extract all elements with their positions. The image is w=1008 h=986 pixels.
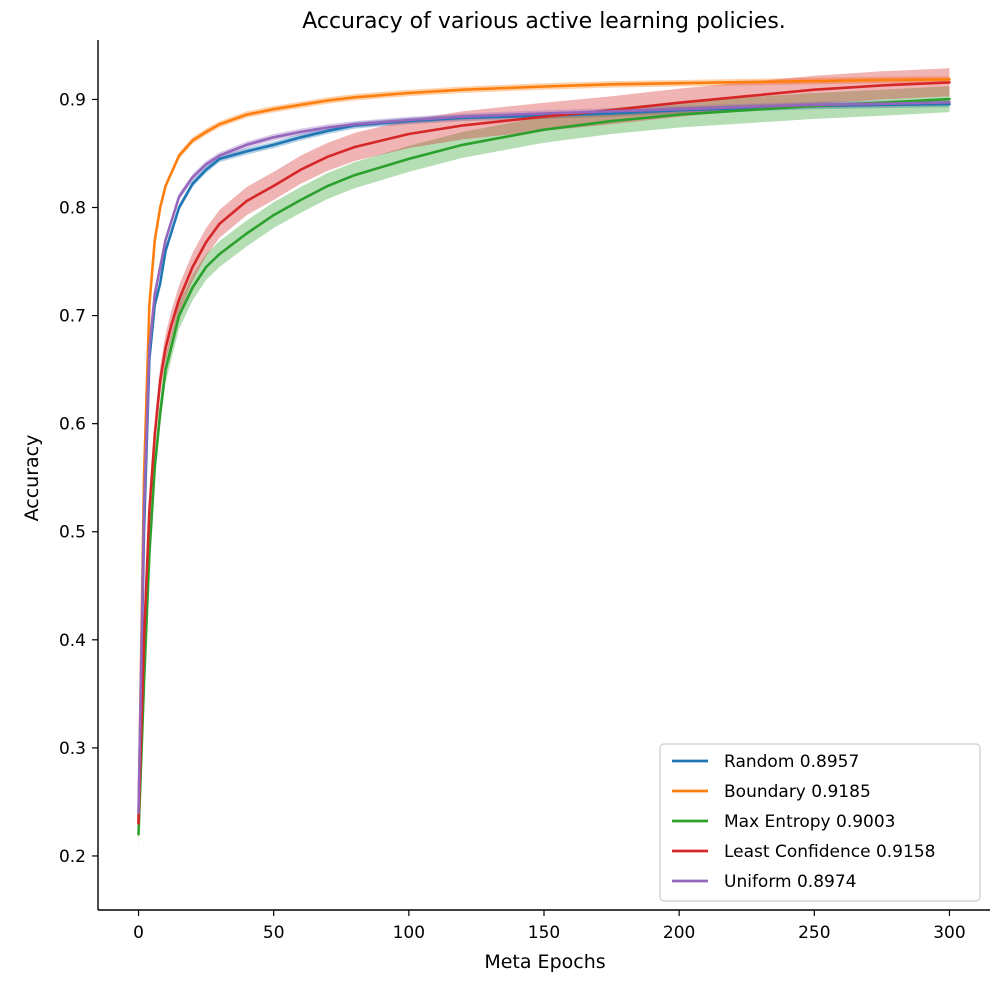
x-tick-label: 50 <box>263 923 285 943</box>
series-lines <box>137 78 951 836</box>
series-line-2 <box>137 97 951 836</box>
x-tick-label: 250 <box>798 923 830 943</box>
x-tick-label: 100 <box>393 923 425 943</box>
series-band-0 <box>138 100 950 827</box>
y-tick-label: 0.3 <box>59 739 86 759</box>
y-tick-label: 0.2 <box>59 847 86 867</box>
x-tick-label: 150 <box>528 923 560 943</box>
y-tick-label: 0.7 <box>59 307 86 327</box>
legend-entry: Random 0.8957 <box>724 752 859 772</box>
x-axis: 0 50 100 150 200 250 300 <box>98 909 990 943</box>
series-band-3 <box>138 68 950 838</box>
series-line-4 <box>137 101 951 815</box>
series-line-3 <box>137 81 951 825</box>
y-axis: 0.2 0.3 0.4 0.5 0.6 0.7 0.8 0.9 <box>59 40 99 910</box>
y-tick-label: 0.6 <box>59 415 86 435</box>
y-tick-label: 0.8 <box>59 199 86 219</box>
x-tick-label: 0 <box>133 923 144 943</box>
y-axis-label: Accuracy <box>21 435 43 522</box>
y-tick-label: 0.5 <box>59 523 86 543</box>
legend-entry: Boundary 0.9185 <box>724 782 871 802</box>
series-bands <box>138 68 950 848</box>
x-axis-label: Meta Epochs <box>484 951 605 973</box>
chart-title: Accuracy of various active learning poli… <box>302 9 786 34</box>
x-tick-label: 300 <box>933 923 965 943</box>
x-tick-label: 200 <box>663 923 695 943</box>
y-tick-label: 0.4 <box>59 631 86 651</box>
legend-entry: Uniform 0.8974 <box>724 872 856 892</box>
legend-entry: Max Entropy 0.9003 <box>724 812 896 832</box>
series-line-1 <box>137 78 951 825</box>
legend: Random 0.8957 Boundary 0.9185 Max Entropy … <box>659 743 981 902</box>
legend-entry: Least Confidence 0.9158 <box>724 842 935 862</box>
legend-box <box>659 743 981 902</box>
y-tick-label: 0.9 <box>59 90 86 110</box>
